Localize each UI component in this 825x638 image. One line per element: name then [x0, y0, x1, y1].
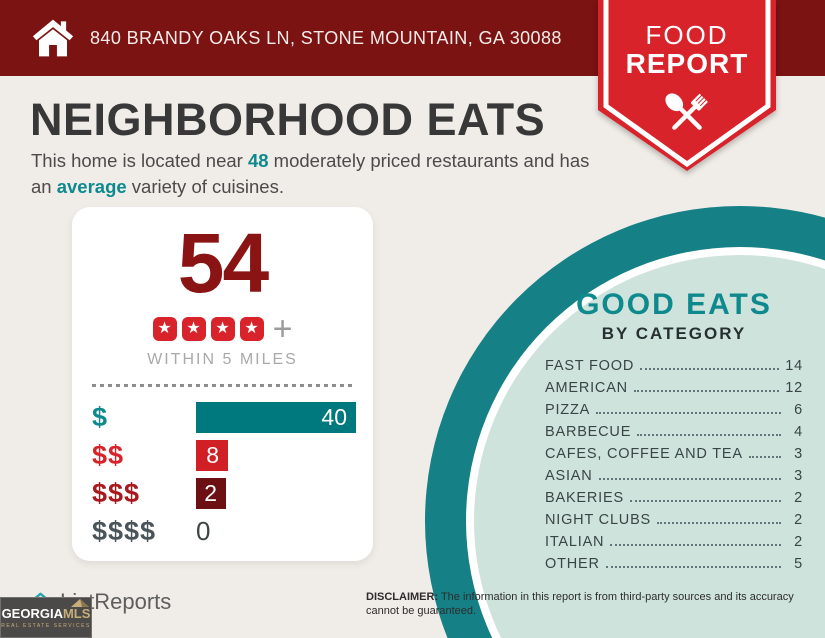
- price-row: $ 40: [92, 402, 373, 433]
- georgia-text: GEORGIA: [1, 605, 63, 621]
- price-bar: 40: [196, 402, 356, 433]
- dotted-leader: [637, 434, 781, 436]
- star-icon: ★: [152, 317, 177, 341]
- price-value: 2: [204, 480, 217, 506]
- price-tier-chart: $ 40 $$ 8 $$$ 2 $$$$ 0: [92, 402, 373, 547]
- dotted-leader: [598, 478, 781, 480]
- category-row: OTHER 5: [545, 556, 803, 578]
- category-row: NIGHT CLUBS 2: [545, 512, 803, 534]
- price-bar: 2: [196, 478, 226, 509]
- dotted-leader: [610, 544, 781, 546]
- category-value: 14: [785, 358, 803, 374]
- category-label: BARBECUE: [545, 424, 632, 440]
- restaurant-score-card: 54 ★ ★ ★ ★ + WITHIN 5 MILES $ 40 $$ 8 $$$ 2 …: [72, 207, 373, 561]
- price-value: 0: [196, 516, 211, 546]
- mls-text: MLS: [62, 605, 91, 621]
- category-row: CAFES, COFFEE AND TEA 3: [545, 446, 803, 468]
- subtitle-text-2: moderately priced restaurants and has an: [31, 150, 590, 197]
- price-bar: 8: [196, 440, 228, 471]
- price-bar: 0: [196, 516, 210, 547]
- price-row: $$$ 2: [92, 478, 373, 509]
- price-label: $$: [92, 440, 125, 470]
- category-label: PIZZA: [545, 402, 591, 418]
- restaurant-count-inline: 48: [247, 150, 269, 171]
- category-row: FAST FOOD 14: [545, 358, 803, 380]
- category-value: 4: [794, 424, 803, 440]
- dotted-leader: [640, 368, 780, 370]
- category-label: BAKERIES: [545, 490, 624, 506]
- price-label: $$$: [92, 478, 141, 508]
- plus-sign: +: [272, 310, 293, 348]
- disclaimer-text: The information in this report is from t…: [366, 591, 794, 618]
- category-row: ASIAN 3: [545, 468, 803, 490]
- category-row: ITALIAN 2: [545, 534, 803, 556]
- good-eats-subtitle: BY CATEGORY: [601, 324, 747, 343]
- category-value: 3: [794, 446, 803, 462]
- georgia-mls-wordmark: GEORGIAMLS: [1, 598, 91, 621]
- dotted-leader: [629, 500, 781, 502]
- radius-label: WITHIN 5 MILES: [147, 351, 298, 368]
- category-label: FAST FOOD: [545, 358, 635, 374]
- star-icon: ★: [210, 317, 235, 341]
- stars-row: ★ ★ ★ ★ +: [72, 310, 373, 348]
- category-row: PIZZA 6: [545, 402, 803, 424]
- category-value: 2: [794, 490, 803, 506]
- category-label: CAFES, COFFEE AND TEA: [545, 446, 743, 462]
- dotted-leader: [748, 456, 781, 458]
- mountain-peak-icon: [71, 598, 90, 607]
- category-label: ITALIAN: [545, 534, 605, 550]
- dotted-leader: [633, 390, 780, 392]
- restaurant-total-count: 54: [177, 216, 269, 310]
- category-row: BAKERIES 2: [545, 490, 803, 512]
- category-value: 5: [794, 556, 803, 572]
- category-label: ASIAN: [545, 468, 593, 484]
- category-value: 6: [794, 402, 803, 418]
- page-title: NEIGHBORHOOD EATS: [30, 94, 546, 145]
- subtitle-text-3: variety of cuisines.: [126, 175, 284, 197]
- ribbon-title-food: FOOD: [645, 20, 729, 50]
- star-icon: ★: [181, 317, 206, 341]
- category-row: BARBECUE 4: [545, 424, 803, 446]
- ribbon-shape: [598, 0, 776, 171]
- price-value: 40: [321, 404, 347, 430]
- dashed-divider: [92, 384, 353, 387]
- page-subtitle: This home is located near 48 moderately …: [31, 148, 609, 200]
- category-label: OTHER: [545, 556, 600, 572]
- dotted-leader: [605, 566, 781, 568]
- category-label: NIGHT CLUBS: [545, 512, 652, 528]
- category-row: AMERICAN 12: [545, 380, 803, 402]
- price-value: 8: [206, 442, 219, 468]
- property-address: 840 BRANDY OAKS LN, STONE MOUNTAIN, GA 3…: [90, 27, 562, 48]
- price-row: $$$$ 0: [92, 516, 373, 547]
- category-value: 12: [785, 380, 803, 396]
- food-report-ribbon: FOOD REPORT: [598, 0, 776, 172]
- price-label: $: [92, 402, 109, 432]
- category-value: 3: [794, 468, 803, 484]
- dotted-leader: [657, 522, 781, 524]
- ribbon-title-report: REPORT: [625, 48, 749, 79]
- disclaimer: DISCLAIMER: The information in this repo…: [366, 590, 811, 619]
- georgia-mls-logo: GEORGIAMLS REAL ESTATE SERVICES: [0, 597, 92, 638]
- good-eats-title: GOOD EATS: [576, 288, 772, 321]
- category-value: 2: [794, 534, 803, 550]
- dotted-leader: [596, 412, 781, 414]
- price-row: $$ 8: [92, 440, 373, 471]
- disclaimer-label: DISCLAIMER:: [366, 591, 439, 603]
- good-eats-panel: GOOD EATS BY CATEGORY FAST FOOD 14 AMERIC…: [545, 288, 803, 578]
- subtitle-text-1: This home is located near: [31, 150, 248, 171]
- real-estate-services-text: REAL ESTATE SERVICES: [1, 622, 91, 629]
- variety-rating-inline: average: [56, 175, 127, 197]
- category-value: 2: [794, 512, 803, 528]
- star-icon: ★: [239, 317, 264, 341]
- home-icon: [32, 19, 74, 57]
- category-list: FAST FOOD 14 AMERICAN 12 PIZZA 6 BARBECUE 4 …: [545, 358, 803, 578]
- price-label: $$$$: [92, 516, 157, 546]
- category-label: AMERICAN: [545, 380, 628, 396]
- crossed-spoon-fork-icon: [665, 93, 708, 130]
